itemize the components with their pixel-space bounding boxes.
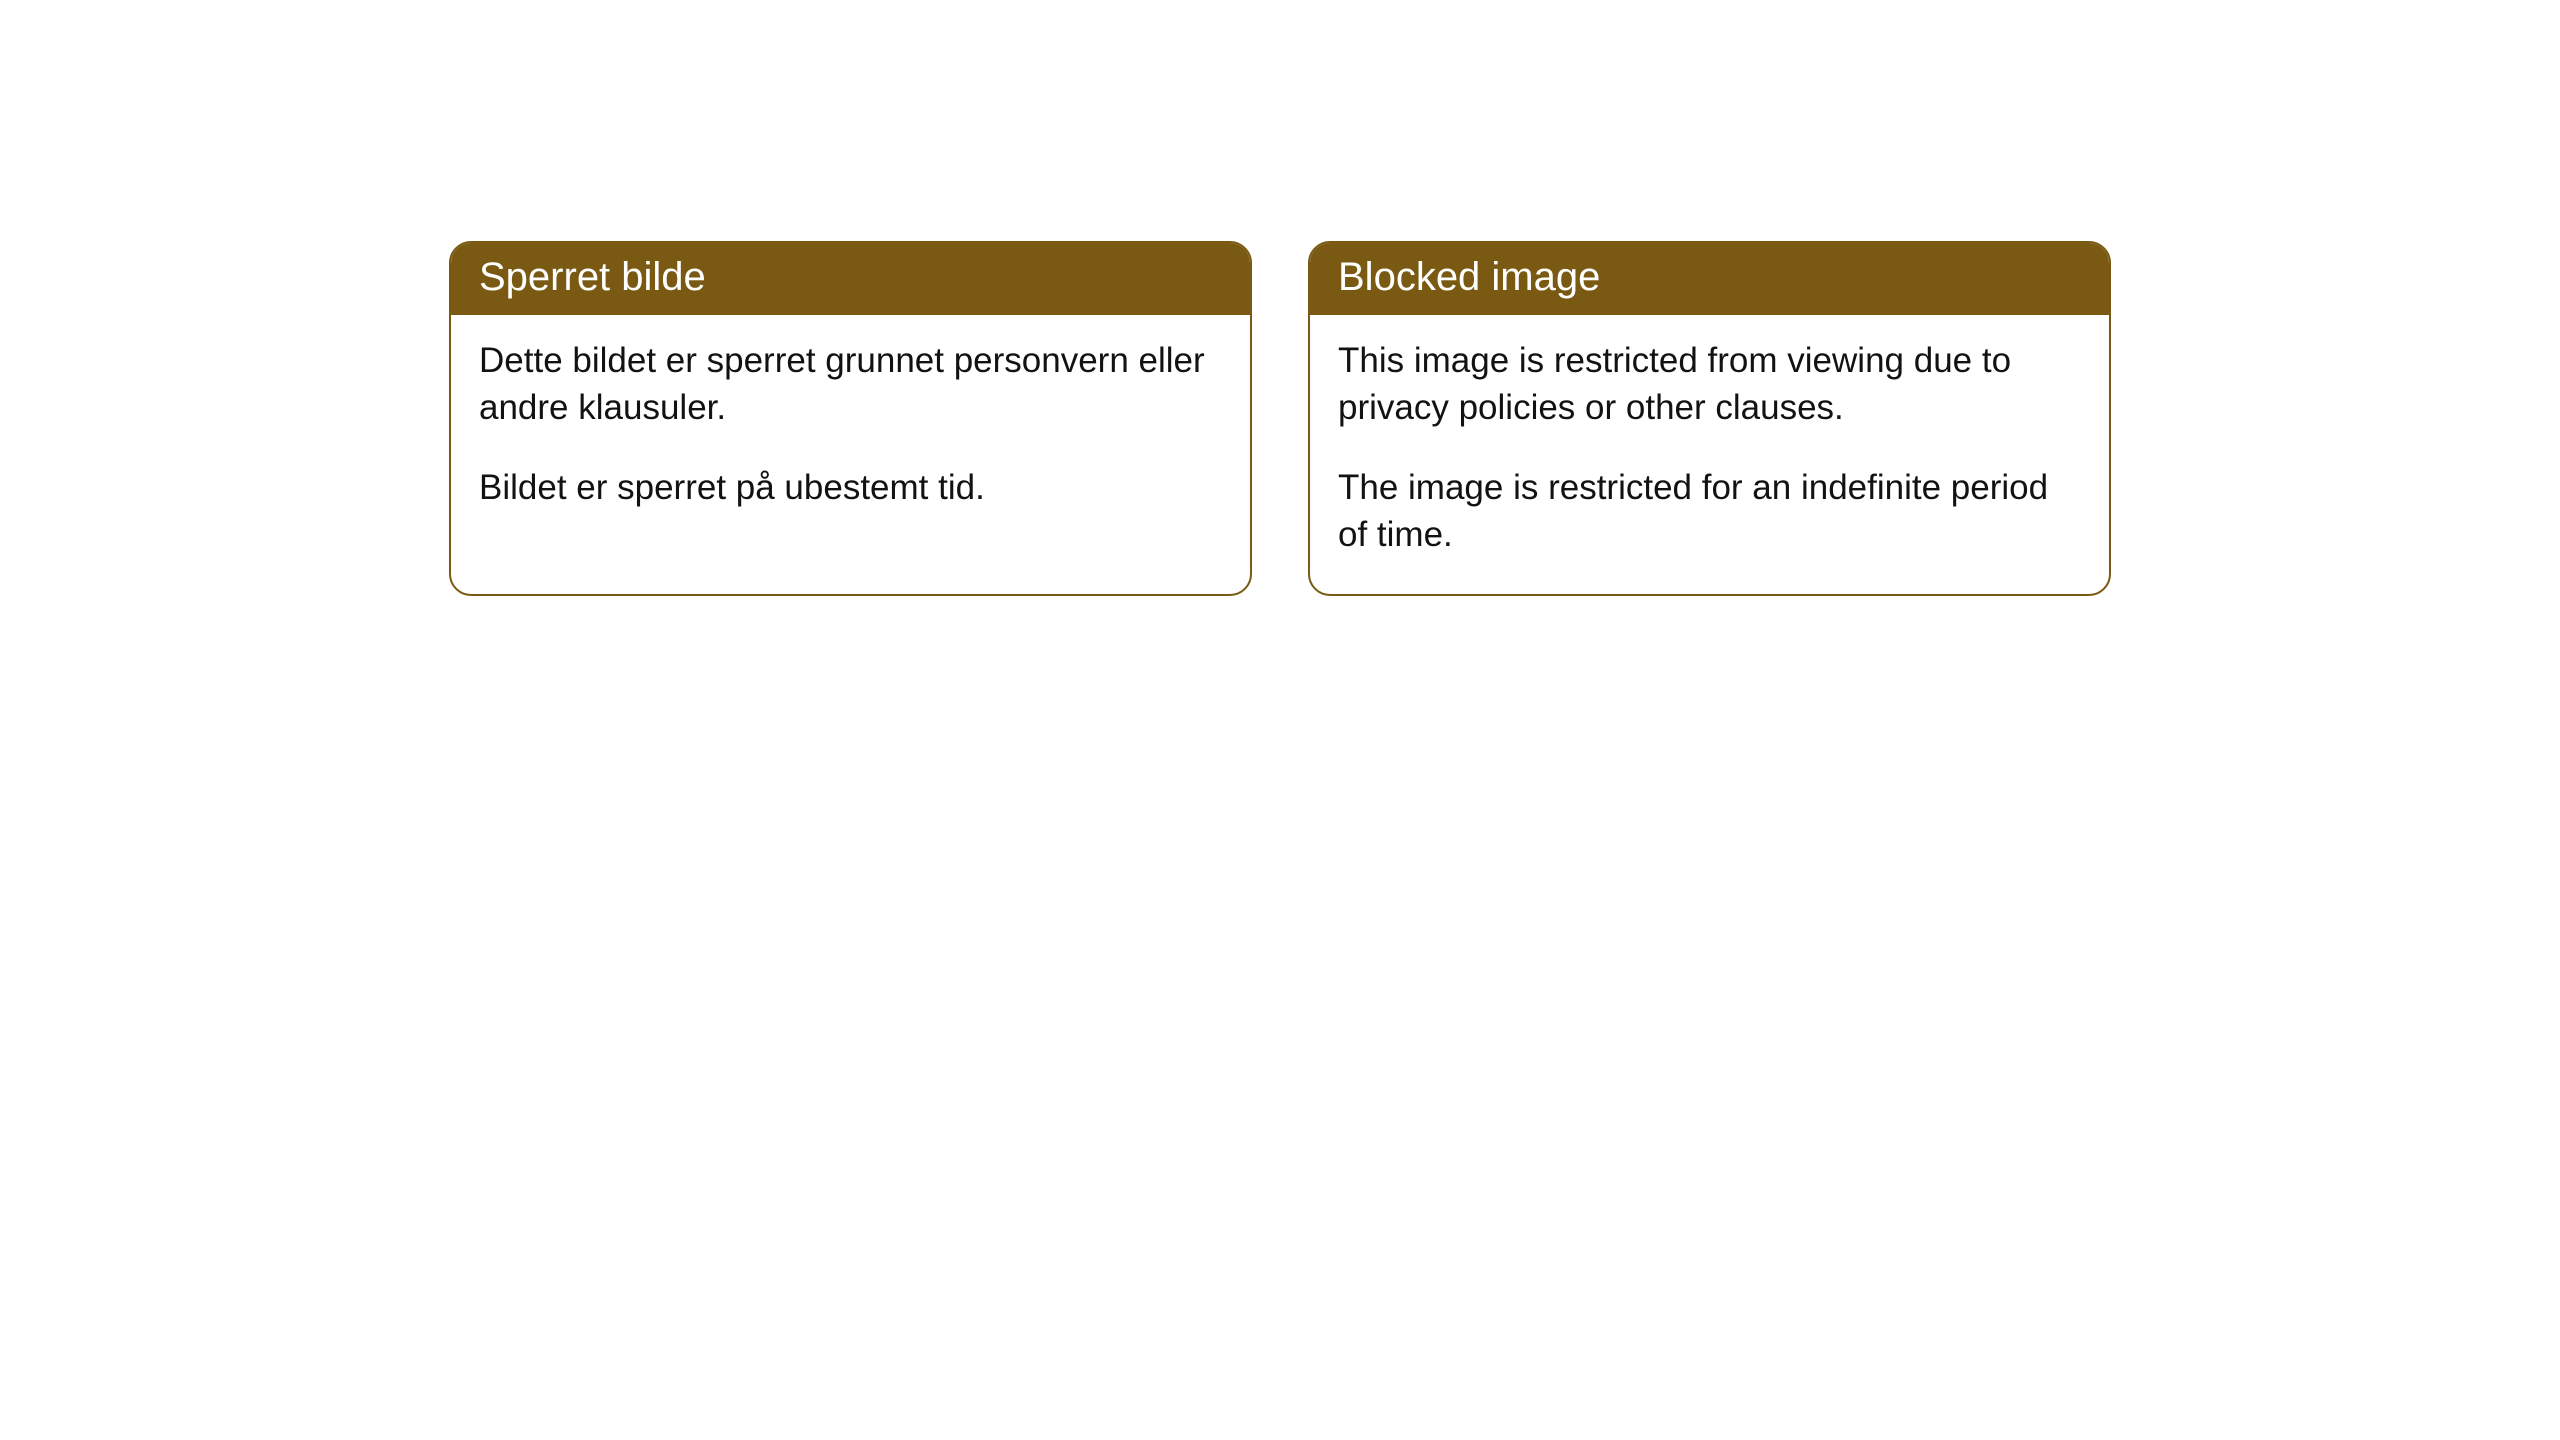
card-body: This image is restricted from viewing du… [1310, 315, 2109, 594]
card-paragraph: Dette bildet er sperret grunnet personve… [479, 337, 1222, 432]
card-paragraph: Bildet er sperret på ubestemt tid. [479, 464, 1222, 511]
card-paragraph: This image is restricted from viewing du… [1338, 337, 2081, 432]
card-title: Sperret bilde [451, 243, 1250, 315]
card-body: Dette bildet er sperret grunnet personve… [451, 315, 1250, 547]
notice-card-norwegian: Sperret bilde Dette bildet er sperret gr… [449, 241, 1252, 596]
card-title: Blocked image [1310, 243, 2109, 315]
notice-card-english: Blocked image This image is restricted f… [1308, 241, 2111, 596]
card-paragraph: The image is restricted for an indefinit… [1338, 464, 2081, 559]
notice-cards-container: Sperret bilde Dette bildet er sperret gr… [0, 0, 2560, 596]
